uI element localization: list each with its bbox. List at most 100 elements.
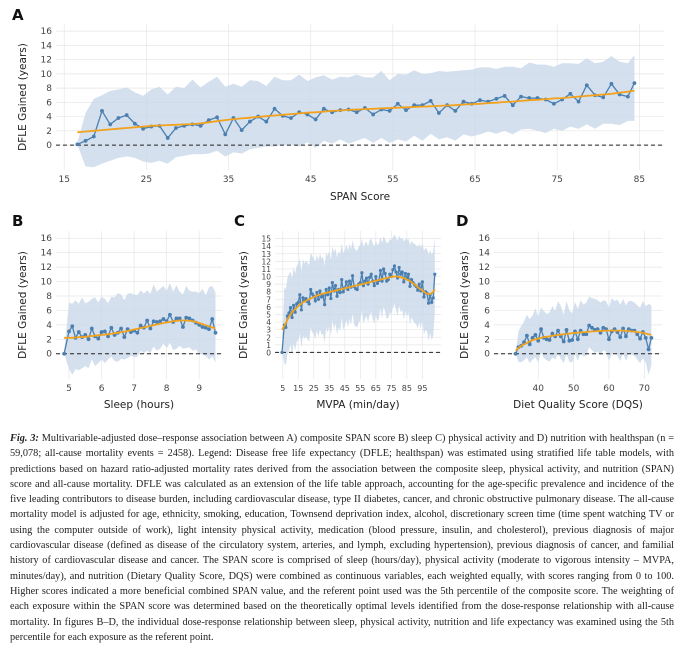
x-tick-label: 70: [639, 384, 651, 394]
data-point: [530, 335, 535, 340]
y-tick-label: 7: [266, 295, 271, 304]
x-tick-label: 8: [164, 384, 170, 394]
data-point: [168, 312, 172, 317]
data-point: [369, 272, 373, 276]
y-tick-label: 12: [41, 56, 52, 66]
data-point: [206, 118, 211, 123]
data-point: [368, 275, 372, 279]
data-point: [539, 327, 543, 332]
x-tick-label: 35: [324, 384, 334, 393]
data-point: [210, 317, 215, 321]
data-point: [318, 289, 322, 293]
data-point: [607, 337, 611, 342]
data-point: [158, 319, 163, 324]
data-point: [564, 328, 569, 332]
data-point: [391, 268, 395, 272]
x-tick-label: 85: [402, 384, 412, 393]
data-point: [284, 325, 288, 329]
data-point: [96, 336, 101, 341]
y-tick-label: 9: [266, 280, 271, 289]
data-point: [394, 270, 398, 274]
data-point: [576, 99, 581, 104]
data-point: [293, 310, 297, 314]
x-tick-label: 25: [309, 384, 319, 393]
data-point: [618, 335, 623, 340]
data-point: [404, 108, 408, 113]
data-point: [568, 91, 573, 96]
data-point: [601, 95, 606, 100]
data-point: [406, 272, 411, 276]
data-point: [364, 276, 369, 280]
trend-line: [77, 89, 635, 134]
y-tick-label: 12: [261, 257, 271, 266]
data-point: [533, 333, 538, 337]
data-point: [215, 115, 219, 120]
x-tick-label: 75: [386, 384, 396, 393]
data-point: [643, 335, 648, 340]
data-point: [340, 277, 344, 282]
data-point: [341, 290, 345, 294]
data-point: [338, 290, 342, 295]
data-point: [116, 116, 121, 120]
x-tick-label: 40: [532, 384, 544, 394]
x-tick-label: 50: [568, 384, 580, 394]
x-tick-label: 5: [66, 384, 72, 394]
data-point: [108, 122, 113, 127]
data-point: [346, 287, 350, 292]
data-point: [287, 311, 291, 315]
data-point: [106, 334, 110, 339]
data-point: [89, 326, 94, 331]
data-point: [299, 308, 303, 312]
data-point: [387, 108, 392, 113]
data-point: [309, 287, 313, 292]
data-point: [510, 103, 515, 108]
x-tick-label: 7: [131, 384, 137, 394]
data-point: [374, 274, 378, 279]
y-tick-label: 14: [261, 242, 271, 251]
data-point: [494, 96, 499, 101]
data-point: [223, 132, 228, 137]
y-tick-label: 0: [266, 348, 271, 357]
x-axis-label: Diet Quality Score (DQS): [513, 399, 643, 411]
y-tick-label: 16: [479, 234, 491, 244]
y-axis-label: DFLE Gained (years): [238, 251, 250, 359]
data-point: [547, 338, 552, 342]
data-point: [354, 110, 359, 115]
data-point: [122, 335, 127, 340]
data-point: [102, 329, 107, 334]
data-point: [584, 332, 589, 337]
data-point: [174, 316, 179, 321]
data-point: [174, 126, 178, 130]
data-point: [86, 337, 91, 342]
x-tick-label: 65: [371, 384, 381, 393]
data-point: [315, 290, 319, 295]
x-tick-label: 95: [417, 384, 427, 393]
data-point: [335, 294, 339, 298]
data-point: [360, 271, 364, 275]
data-point: [552, 101, 556, 106]
data-point: [355, 287, 359, 292]
data-point: [638, 336, 642, 341]
x-tick-label: 55: [355, 384, 365, 393]
data-point: [635, 332, 640, 337]
caption-text: Multivariable-adjusted dose–response ass…: [10, 433, 675, 643]
data-point: [181, 325, 185, 329]
data-point: [416, 288, 420, 292]
data-point: [581, 332, 586, 337]
y-tick-label: 6: [266, 303, 271, 312]
x-tick-label: 35: [223, 175, 234, 185]
data-point: [388, 272, 392, 276]
y-tick-label: 3: [266, 326, 271, 335]
data-point: [378, 268, 383, 273]
data-point: [76, 330, 81, 334]
y-axis-label: DFLE Gained (years): [17, 43, 29, 151]
data-point: [67, 329, 71, 334]
y-tick-label: 8: [46, 292, 52, 302]
y-tick-label: 2: [46, 335, 52, 345]
data-point: [363, 279, 367, 283]
data-point: [649, 335, 654, 340]
data-point: [646, 347, 651, 352]
panel-label: C: [234, 212, 245, 230]
y-tick-label: 10: [479, 278, 491, 288]
